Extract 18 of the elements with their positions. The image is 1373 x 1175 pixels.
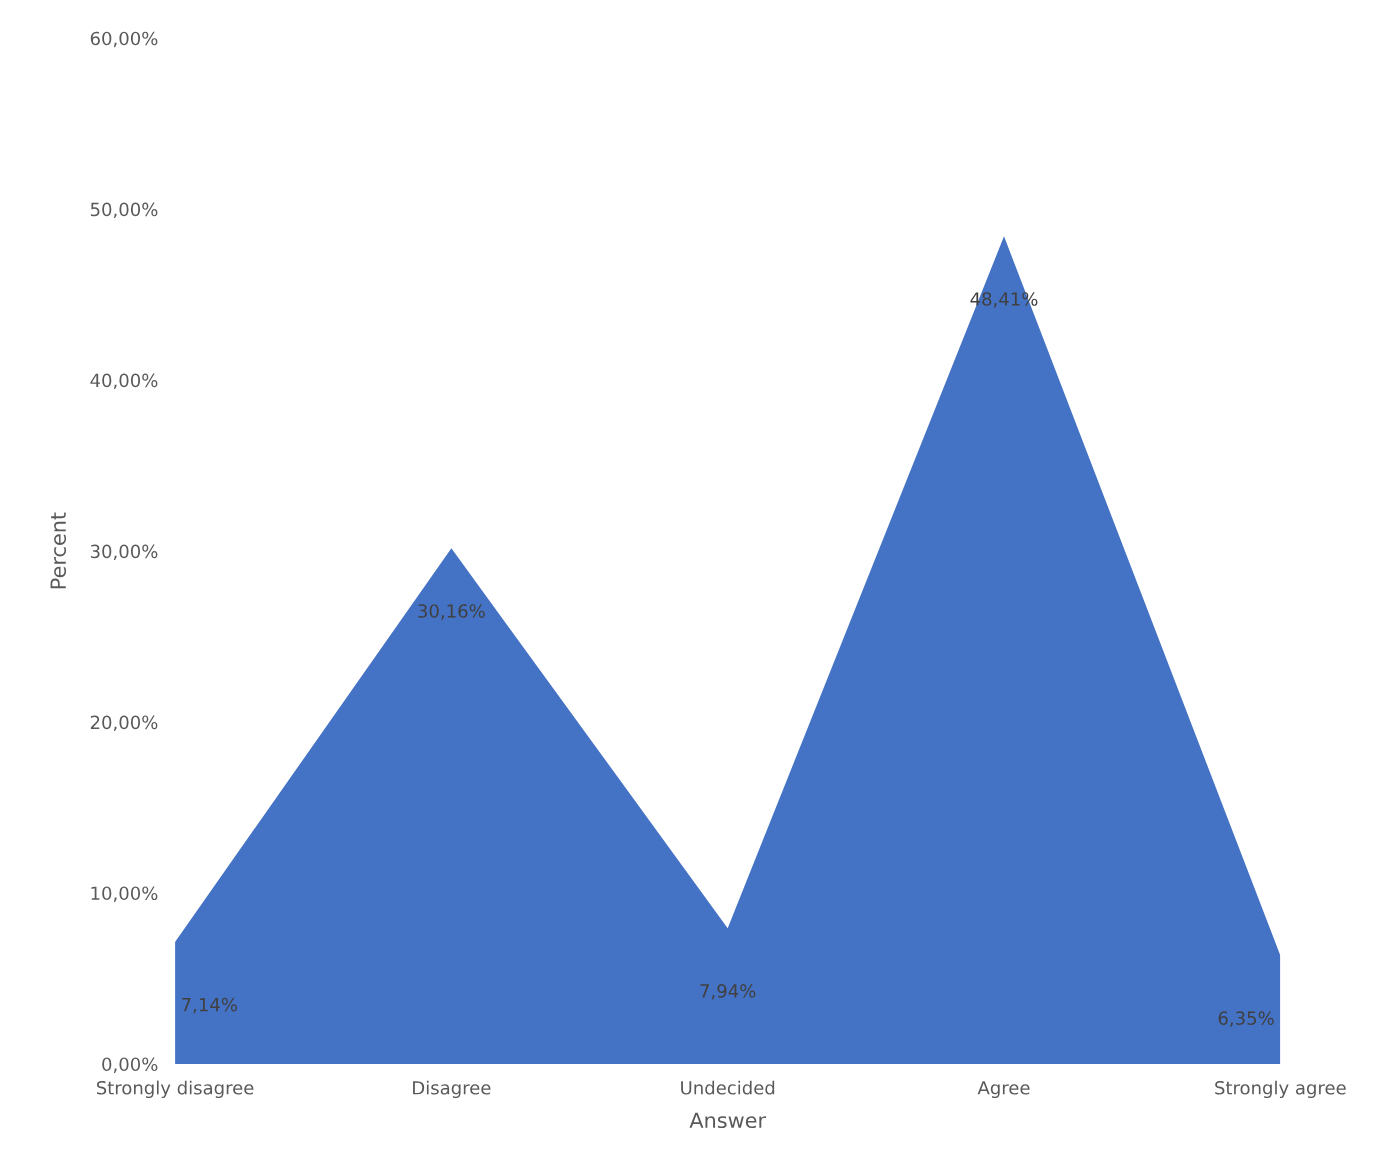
- x-tick-label: Strongly disagree: [96, 1080, 254, 1099]
- x-axis-title: Answer: [689, 1112, 767, 1129]
- y-tick-label: 20,00%: [90, 715, 158, 731]
- y-tick-label: 50,00%: [90, 202, 158, 219]
- data-label: 7,94%: [700, 984, 756, 1000]
- y-tick-label: 30,00%: [90, 544, 158, 561]
- data-label: 7,14%: [182, 997, 237, 1014]
- y-tick-label: 40,00%: [90, 373, 158, 390]
- x-tick-label: Undecided: [681, 1080, 775, 1095]
- y-tick-label: 0,00%: [102, 1057, 158, 1073]
- y-axis-title: Percent: [50, 512, 67, 589]
- y-tick-label: 10,00%: [91, 886, 158, 902]
- x-tick-label: Disagree: [413, 1080, 491, 1099]
- x-tick-label: Strongly agree: [1215, 1080, 1346, 1099]
- x-tick-label: Agree: [977, 1081, 1030, 1099]
- data-label: 6,35%: [1218, 1011, 1274, 1027]
- data-label: 30,16%: [418, 604, 485, 620]
- y-tick-label: 60,00%: [90, 31, 158, 48]
